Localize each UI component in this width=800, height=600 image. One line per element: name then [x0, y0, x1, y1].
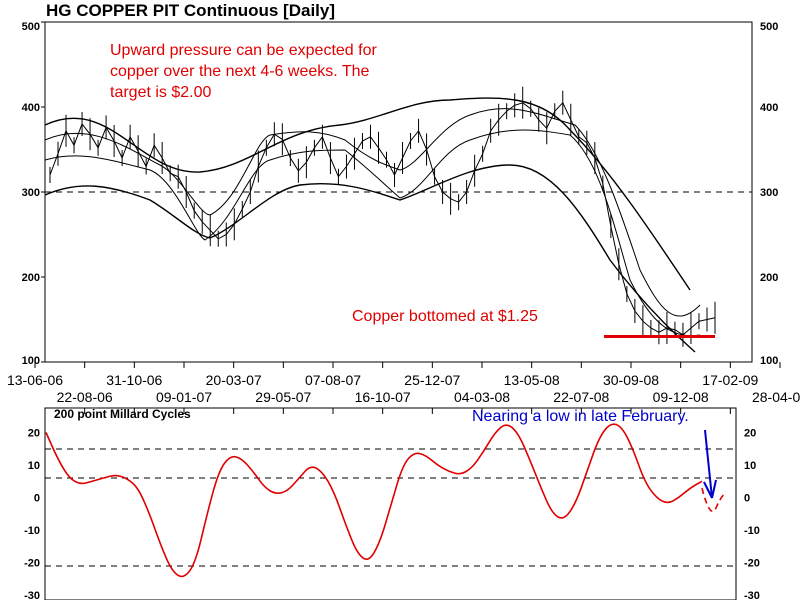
- date-axis-labels: 13-06-0622-08-0631-10-0609-01-0720-03-07…: [7, 372, 800, 405]
- date-tick-label: 20-03-07: [206, 372, 262, 388]
- y-tick-label-right: 300: [760, 187, 778, 199]
- y-tick-label-left: 200: [22, 272, 40, 284]
- cycle-y-tick-right: -20: [744, 558, 760, 570]
- cycle-y-tick-right: 10: [744, 460, 756, 472]
- date-tick-label: 25-12-07: [404, 372, 460, 388]
- y-tick-label-left: 100: [22, 355, 40, 367]
- date-tick-label: 22-07-08: [553, 389, 609, 405]
- cycle-envelope-bands: [44, 97, 701, 353]
- cycle-y-tick-left: -20: [24, 558, 40, 570]
- date-tick-label: 16-10-07: [355, 389, 411, 405]
- outer-upper-envelope: [44, 97, 691, 291]
- date-tick-label: 07-08-07: [305, 372, 361, 388]
- date-tick-label: 04-03-08: [454, 389, 510, 405]
- date-tick-label: 13-05-08: [504, 372, 560, 388]
- blue-arrow: [703, 429, 717, 499]
- lower-plot-frame: [44, 407, 737, 600]
- lower-y-axis: -30 -30 -20 -20 -10 -10 0 0 10 10 20 20: [24, 428, 760, 600]
- inner-lower-envelope: [44, 129, 701, 337]
- y-tick-label-right: 200: [760, 272, 778, 284]
- date-tick-label: 09-12-08: [653, 389, 709, 405]
- chart-title: HG COPPER PIT Continuous [Daily]: [46, 1, 335, 20]
- y-tick-label-left: 300: [22, 187, 40, 199]
- cycle-y-tick-right: 0: [744, 493, 750, 505]
- y-tick-label-left: 500: [22, 21, 40, 33]
- date-tick-label: 28-04-09: [752, 389, 800, 405]
- cycle-y-tick-right: -30: [744, 590, 760, 600]
- upper-x-axis: [34, 362, 781, 368]
- annotation-bottom: Copper bottomed at $1.25: [352, 308, 538, 325]
- cycle-y-tick-left: 10: [28, 460, 40, 472]
- cycle-series-line: [45, 423, 703, 578]
- date-tick-label: 13-06-06: [7, 372, 63, 388]
- y-tick-label-right: 500: [760, 21, 778, 33]
- y-tick-label-left: 400: [22, 102, 40, 114]
- outer-lower-envelope: [44, 164, 696, 353]
- cycle-y-tick-left: 0: [34, 493, 40, 505]
- cycle-y-tick-left: 20: [28, 428, 40, 440]
- cycle-y-tick-right: 20: [744, 428, 756, 440]
- date-tick-label: 22-08-06: [57, 389, 113, 405]
- y-tick-label-right: 400: [760, 102, 778, 114]
- cycle-projection-dashed: [701, 487, 727, 513]
- annotation-line-2: copper over the next 4-6 weeks. The: [110, 63, 370, 80]
- lower-x-axis: [84, 408, 731, 414]
- cycle-panel-title: 200 point Millard Cycles: [54, 407, 191, 421]
- date-tick-label: 29-05-07: [255, 389, 311, 405]
- date-tick-label: 31-10-06: [106, 372, 162, 388]
- date-tick-label: 17-02-09: [702, 372, 758, 388]
- date-tick-label: 30-09-08: [603, 372, 659, 388]
- cycle-annotation: Nearing a low in late February.: [472, 408, 689, 425]
- cycle-y-tick-right: -10: [744, 525, 760, 537]
- price-series: [49, 86, 716, 347]
- price-line: [49, 101, 716, 336]
- annotation-line-3: target is $2.00: [110, 84, 212, 101]
- cycle-y-tick-left: -30: [24, 590, 40, 600]
- date-tick-label: 09-01-07: [156, 389, 212, 405]
- cycle-y-tick-left: -10: [24, 525, 40, 537]
- upper-y-axis: 100 100 200 200 300 300 400 400 500 500: [22, 21, 779, 367]
- y-tick-label-right: 100: [760, 355, 778, 367]
- annotation-line-1: Upward pressure can be expected for: [110, 42, 377, 59]
